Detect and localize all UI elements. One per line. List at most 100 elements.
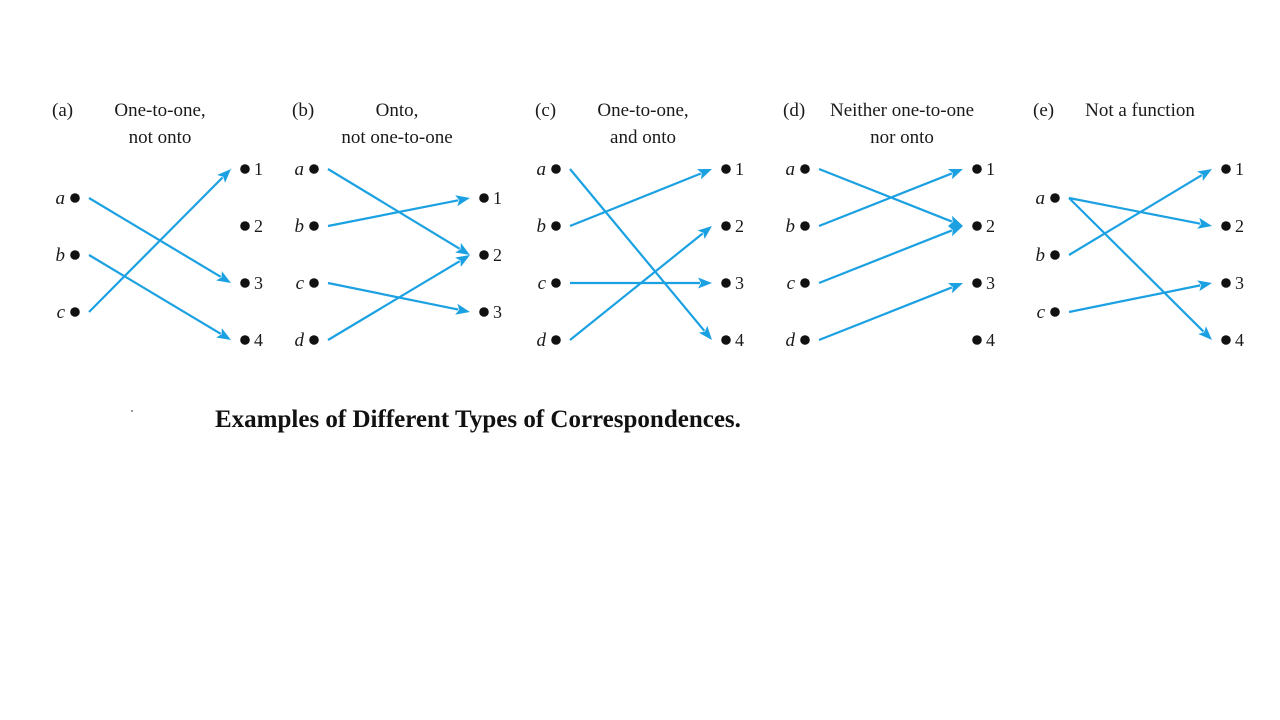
codomain-label: 2 <box>735 216 744 236</box>
arrow-shaft <box>327 281 459 311</box>
panel-title-line: Not a function <box>1085 100 1195 121</box>
arrow-shaft <box>818 286 953 342</box>
mapping-arrow-c-to-2 <box>818 226 963 285</box>
codomain-label: 1 <box>735 159 744 179</box>
domain-label: a <box>295 159 305 180</box>
domain-dot <box>800 278 810 288</box>
arrow-shaft <box>1068 197 1205 333</box>
arrowhead <box>455 255 470 267</box>
panel-title-line: not onto <box>129 127 192 148</box>
figure-caption: Examples of Different Types of Correspon… <box>215 406 741 433</box>
codomain-dot <box>479 250 489 260</box>
domain-label: d <box>786 330 796 351</box>
codomain-label: 3 <box>986 273 995 293</box>
domain-dot <box>70 307 80 317</box>
domain-dot <box>309 164 319 174</box>
panel-tag: (e) <box>1033 100 1054 121</box>
codomain-dot <box>972 278 982 288</box>
domain-label: c <box>296 273 305 294</box>
codomain-dot <box>240 335 250 345</box>
arrowhead <box>455 243 470 255</box>
mapping-arrow-a-to-4 <box>1068 197 1212 340</box>
domain-label: a <box>537 159 547 180</box>
codomain-dot <box>972 221 982 231</box>
arrowhead <box>1197 217 1212 229</box>
mapping-arrow-a-to-3 <box>88 197 231 283</box>
codomain-dot <box>721 221 731 231</box>
arrow-shaft <box>818 167 953 223</box>
domain-dot <box>551 335 561 345</box>
mapping-arrow-d-to-2 <box>569 226 712 341</box>
domain-label: b <box>1036 245 1046 266</box>
arrow-shaft <box>818 172 953 228</box>
codomain-dot <box>240 221 250 231</box>
mapping-arrow-c-to-3 <box>570 277 712 289</box>
mapping-arrow-a-to-2 <box>818 167 963 226</box>
codomain-dot <box>1221 335 1231 345</box>
panel-title-line: nor onto <box>870 127 934 148</box>
domain-dot <box>309 278 319 288</box>
mapping-arrow-b-to-1 <box>327 195 470 228</box>
domain-dot <box>1050 193 1060 203</box>
arrowhead <box>1198 326 1212 340</box>
arrow-shaft <box>327 168 461 250</box>
arrowhead <box>698 325 712 340</box>
arrow-shaft <box>327 260 461 341</box>
domain-dot <box>309 221 319 231</box>
mapping-arrow-d-to-3 <box>818 283 963 342</box>
codomain-label: 3 <box>735 273 744 293</box>
arrowhead <box>216 271 231 283</box>
arrow-shaft <box>88 197 222 278</box>
codomain-dot <box>479 193 489 203</box>
panel-a: (a) One-to-one, not onto a b c 1 2 3 4 <box>52 100 263 350</box>
domain-dot <box>1050 250 1060 260</box>
codomain-label: 2 <box>986 216 995 236</box>
mapping-arrow-c-to-3 <box>327 281 470 315</box>
codomain-dot <box>1221 221 1231 231</box>
domain-dot <box>800 164 810 174</box>
codomain-label: 2 <box>254 216 263 236</box>
mapping-arrow-c-to-3 <box>1068 280 1212 314</box>
codomain-dot <box>240 278 250 288</box>
codomain-label: 4 <box>735 330 744 350</box>
panel-tag: (b) <box>292 100 314 121</box>
panel-tag: (d) <box>783 100 805 121</box>
panel-title-line: One-to-one, <box>114 100 205 121</box>
domain-dot <box>551 164 561 174</box>
panel-tag: (a) <box>52 100 73 121</box>
codomain-label: 1 <box>493 188 502 208</box>
codomain-dot <box>721 164 731 174</box>
mapping-arrow-b-to-1 <box>1068 169 1212 256</box>
panel-b: (b) Onto, not one-to-one a b c d 1 2 3 <box>292 100 502 351</box>
panel-d: (d) Neither one-to-one nor onto a b c d 1 2 3 4 <box>783 100 995 351</box>
arrowhead <box>217 169 231 183</box>
arrowhead <box>696 169 712 180</box>
codomain-label: 4 <box>1235 330 1244 350</box>
domain-label: b <box>537 216 547 237</box>
codomain-dot <box>721 278 731 288</box>
panel-e: (e) Not a function a b c 1 2 3 4 <box>1033 100 1244 350</box>
domain-dot <box>551 221 561 231</box>
arrow-shaft <box>569 232 704 341</box>
panel-title-line: One-to-one, <box>597 100 688 121</box>
codomain-label: 4 <box>254 330 263 350</box>
arrowhead <box>947 169 963 180</box>
arrowhead <box>947 283 963 294</box>
arrowhead <box>1197 169 1212 181</box>
domain-label: c <box>538 273 547 294</box>
codomain-label: 2 <box>1235 216 1244 236</box>
codomain-dot <box>721 335 731 345</box>
codomain-dot <box>240 164 250 174</box>
codomain-dot <box>479 307 489 317</box>
codomain-label: 1 <box>1235 159 1244 179</box>
arrowhead <box>947 215 963 226</box>
panel-title-line: Onto, <box>376 100 419 121</box>
domain-dot <box>70 193 80 203</box>
codomain-label: 1 <box>986 159 995 179</box>
domain-label: b <box>295 216 305 237</box>
panel-title-line: Neither one-to-one <box>830 100 974 121</box>
arrowhead <box>947 226 963 237</box>
mapping-arrow-a-to-2 <box>327 168 470 255</box>
